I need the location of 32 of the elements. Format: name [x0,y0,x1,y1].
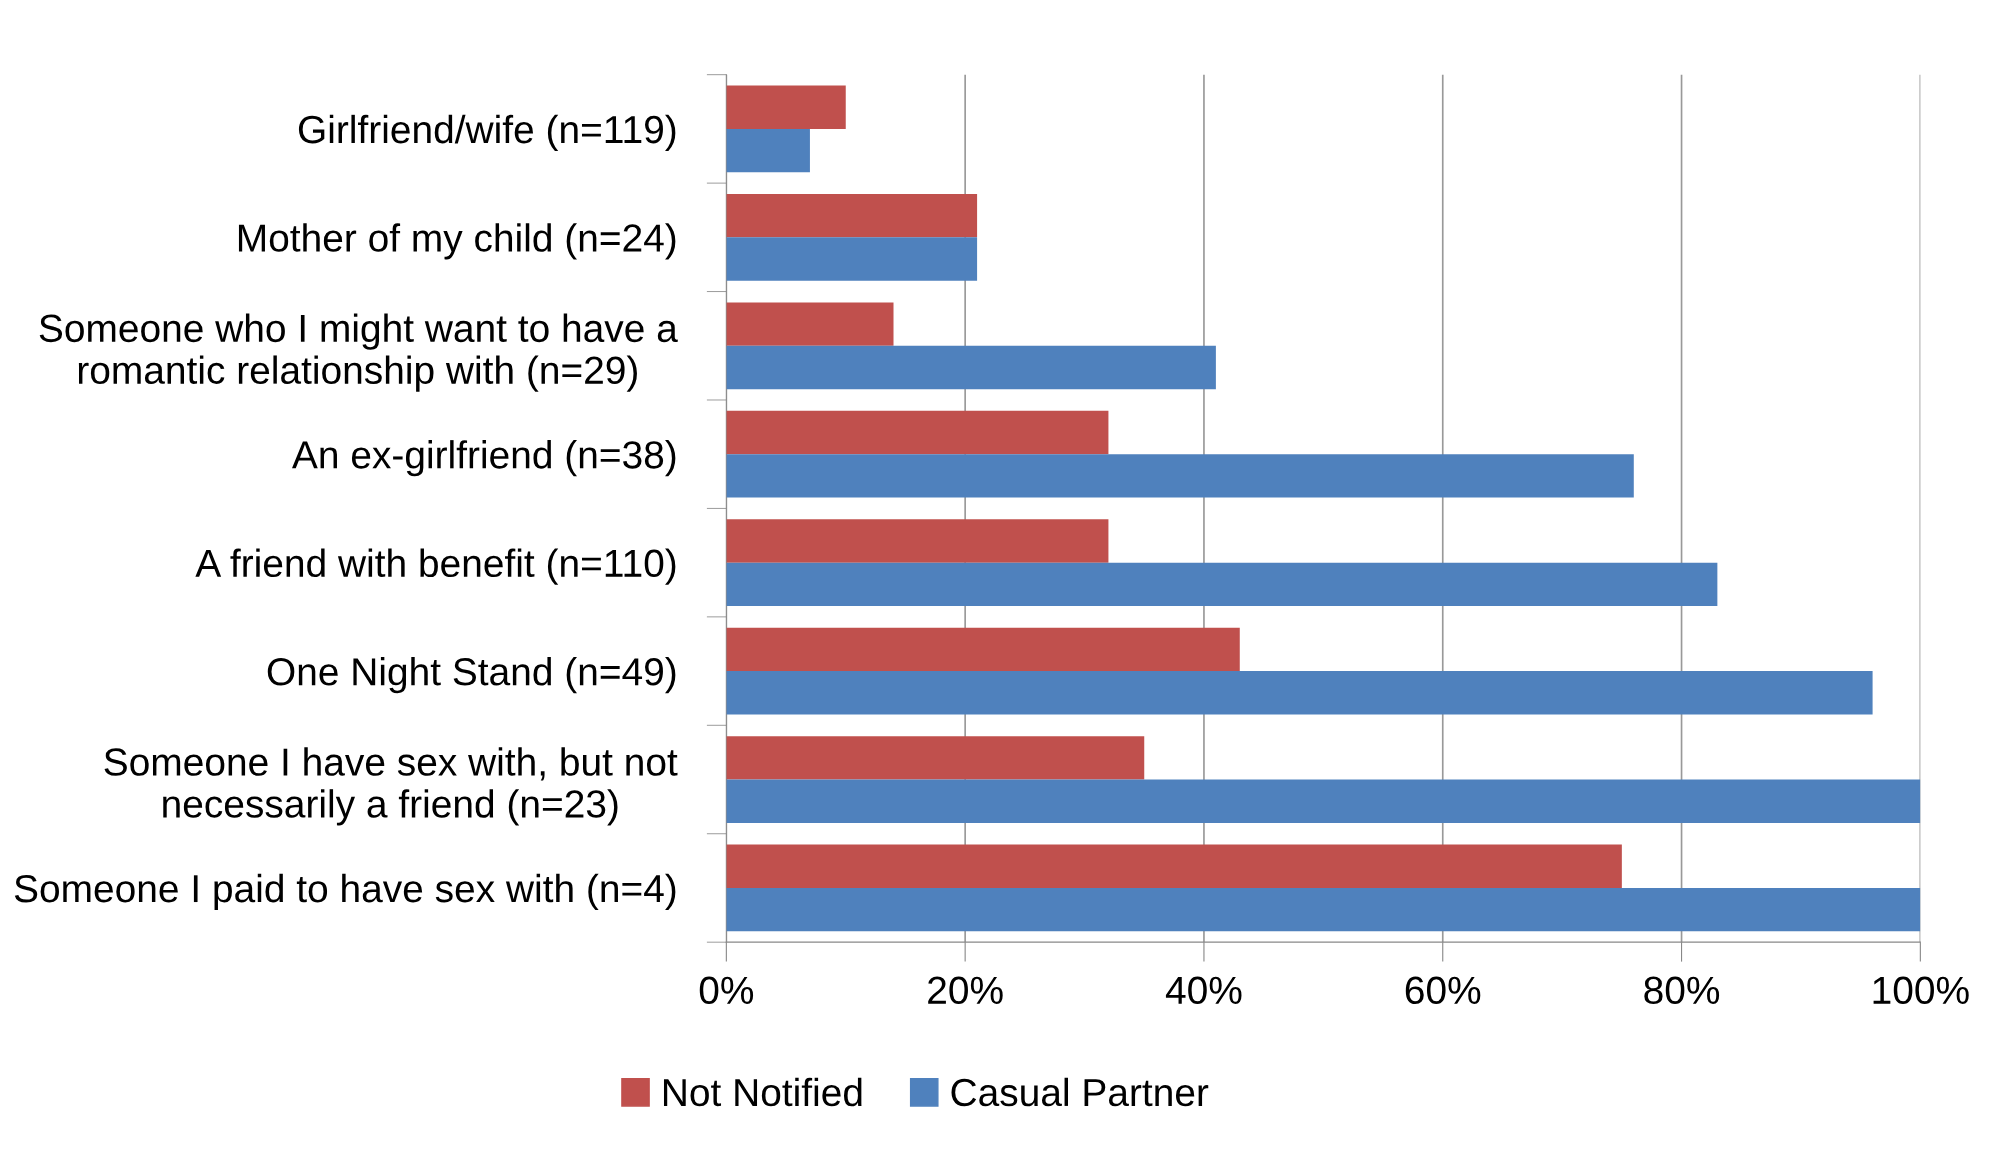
bar [726,454,1634,498]
x-tick-label: 80% [1644,976,1720,1005]
y-tick-label: A friend with benefit (n=110) [195,548,676,585]
x-tick-label: 0% [699,976,754,1005]
x-tick-label: 100% [1873,976,1969,1005]
bar [726,410,1109,455]
bar [726,302,894,346]
bar [726,779,1921,823]
y-tick-label: Girlfriend/wife (n=119) [298,114,676,152]
y-tick-label: Someone I paid to have sex with (n=4) [14,873,676,911]
bar [726,671,1873,715]
x-tick-label: 60% [1405,976,1481,1005]
y-tick-label: Someone I have sex with, but not necessarily a friend (n=23) [104,747,678,826]
bar [726,193,978,238]
y-tick-label: An ex-girlfriend (n=38) [292,440,676,477]
legend-label: Not Notified [663,1077,862,1107]
bar [726,562,1718,607]
bar [726,237,978,281]
y-tick-label: One Night Stand (n=49) [267,657,676,694]
legend-label: Casual Partner [951,1077,1209,1107]
bar [726,627,1240,672]
bar [726,519,1109,563]
bar [726,736,1145,780]
bar [726,128,810,173]
bar [726,887,1921,932]
bar [726,345,1216,390]
y-tick-label: Mother of my child (n=24) [238,223,676,260]
x-tick-label: 20% [928,976,1003,1005]
bar [726,85,846,129]
y-tick-label: Someone who I might want to have a romantic relationship with (n=29) [39,313,678,392]
x-tick-label: 40% [1165,976,1242,1005]
bar [726,844,1622,888]
